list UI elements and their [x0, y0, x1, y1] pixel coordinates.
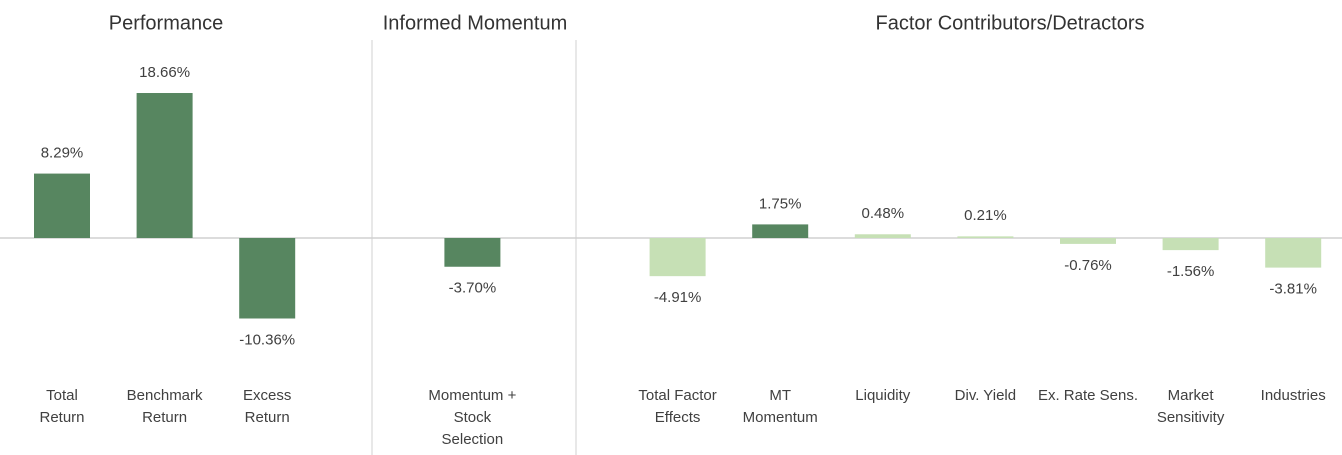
- bar: [239, 238, 296, 319]
- value-label: 0.48%: [862, 205, 905, 222]
- category-label: Total Return: [39, 387, 85, 426]
- section-title: Informed Momentum: [383, 12, 568, 34]
- value-label: 18.66%: [139, 64, 190, 81]
- bar: [1060, 238, 1116, 244]
- bar: [34, 173, 90, 238]
- bar: [136, 93, 193, 238]
- category-label: Market Sensitivity: [1156, 387, 1225, 426]
- category-label: Ex. Rate Sens.: [1037, 387, 1139, 404]
- value-label: -0.76%: [1064, 257, 1112, 274]
- bar: [854, 234, 911, 238]
- value-label: -1.56%: [1167, 263, 1215, 280]
- value-label: 0.21%: [964, 207, 1007, 224]
- category-label: Div. Yield: [954, 387, 1017, 404]
- section-title: Factor Contributors/Detractors: [876, 12, 1145, 34]
- value-label: -3.70%: [449, 280, 497, 297]
- value-label: -4.91%: [654, 289, 702, 306]
- bar: [752, 224, 809, 238]
- category-label: MT Momentum: [742, 387, 818, 426]
- value-label: 8.29%: [41, 145, 84, 162]
- value-label: -3.81%: [1269, 281, 1317, 298]
- value-label: 1.75%: [759, 195, 802, 212]
- section-title: Performance: [109, 12, 224, 34]
- category-label: Momentum + Stock Selection: [428, 387, 517, 448]
- bar: [957, 236, 1014, 238]
- bar: [1265, 238, 1322, 268]
- value-label: -10.36%: [239, 331, 295, 348]
- bar: [1162, 238, 1219, 251]
- bar: [649, 238, 706, 277]
- category-label: Total Factor Effects: [638, 387, 717, 426]
- category-label: Excess Return: [243, 387, 292, 426]
- category-label: Industries: [1260, 387, 1326, 404]
- category-label: Benchmark Return: [126, 387, 203, 426]
- category-label: Liquidity: [855, 387, 911, 404]
- bar: [444, 238, 501, 267]
